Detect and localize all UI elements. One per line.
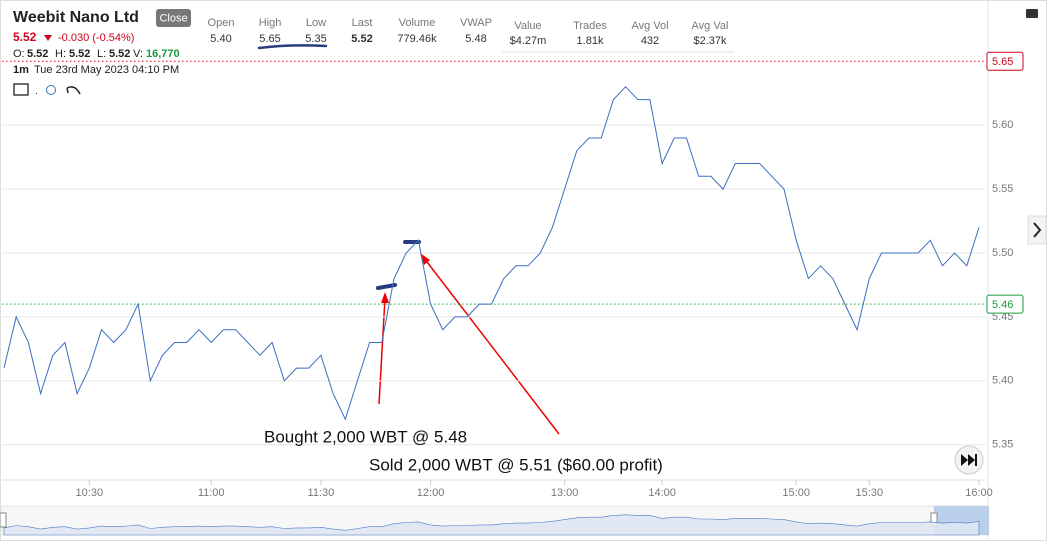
x-tick-label: 12:00 — [417, 487, 445, 499]
forward-bar — [975, 454, 977, 466]
stat-label: Low — [306, 17, 326, 29]
y-tick-label: 5.35 — [992, 439, 1013, 451]
stat-label: Value — [514, 20, 541, 32]
ohlc-value: 5.52 — [27, 48, 48, 60]
stat-value: 432 — [641, 35, 659, 47]
y-tick-label: 5.60 — [992, 119, 1013, 131]
undo-icon[interactable] — [66, 86, 81, 95]
sell-arrow-head — [420, 253, 430, 265]
x-tick-label: 16:00 — [965, 487, 993, 499]
navigator-area — [3, 514, 980, 536]
x-tick-label: 15:00 — [782, 487, 810, 499]
separator: . — [35, 85, 38, 97]
hand-underline — [257, 44, 328, 50]
stat-value: 779.46k — [397, 33, 437, 45]
ohlc-value: 5.52 — [109, 48, 130, 60]
portfolio-icon[interactable] — [1026, 9, 1038, 18]
x-tick-label: 14:00 — [648, 487, 676, 499]
stat-value: $4.27m — [510, 35, 547, 47]
close-button[interactable] — [156, 9, 191, 27]
stat-label: VWAP — [460, 17, 492, 29]
x-tick-label: 15:30 — [856, 487, 884, 499]
stat-label: Volume — [399, 17, 436, 29]
x-tick-label: 10:30 — [76, 487, 104, 499]
sell-arrow — [423, 257, 560, 435]
annotation: Bought 2,000 WBT @ 5.48 — [264, 427, 467, 446]
stat-value: 5.35 — [305, 33, 326, 45]
forward-icon — [961, 454, 975, 466]
stat-label: Open — [208, 17, 235, 29]
trade-marks — [376, 240, 560, 435]
change: -0.030 (-0.54%) — [58, 32, 134, 44]
stat-label: Last — [352, 17, 373, 29]
x-tick-label: 11:30 — [308, 487, 335, 499]
down-arrow — [44, 35, 52, 41]
price-badge-label: 5.65 — [992, 56, 1013, 68]
ohlc-value: 5.52 — [69, 48, 90, 60]
ohlc-label: L: — [97, 48, 106, 60]
price: 5.52 — [13, 30, 37, 44]
datetime: Tue 23rd May 2023 04:10 PM — [34, 64, 179, 76]
stat-value: $2.37k — [693, 35, 727, 47]
stat-value: 5.40 — [210, 33, 231, 45]
expand-button[interactable] — [1027, 215, 1047, 245]
price-badge — [986, 294, 1024, 314]
buy-arrow-head — [381, 292, 389, 303]
price-badge-label: 5.46 — [992, 299, 1013, 311]
title: Weebit Nano Ltd — [13, 9, 139, 26]
expand-arrow — [1033, 222, 1042, 238]
y-tick-label: 5.40 — [992, 375, 1013, 387]
y-tick-label: 5.50 — [992, 247, 1013, 259]
ohlc-label: O: — [13, 48, 25, 60]
header: Weebit Nano Ltd Close 5.52 -0.030 (-0.54… — [13, 9, 734, 97]
navigator-handle[interactable] — [0, 512, 7, 528]
x-tick-label: 11:00 — [198, 487, 225, 499]
stat-value: 5.48 — [465, 33, 486, 45]
ohlc-value: 16,770 — [146, 48, 180, 60]
y-tick-label: 5.45 — [992, 311, 1013, 323]
stat-label: Trades — [573, 20, 607, 32]
stat-value: 1.81k — [577, 35, 604, 47]
close-button-label[interactable]: Close — [159, 12, 187, 24]
stat-value: 5.52 — [351, 33, 372, 45]
buy-arrow — [378, 297, 386, 405]
stat-label: Avg Vol — [631, 20, 668, 32]
x-tick-label: 13:00 — [551, 487, 579, 499]
price-badge — [986, 51, 1024, 71]
ohlc-label: V: — [133, 48, 143, 60]
price-line-series — [3, 86, 980, 421]
interval: 1m — [13, 64, 29, 76]
ohlc-label: H: — [55, 48, 66, 60]
stat-label: High — [259, 17, 282, 29]
toolbar: . — [13, 83, 81, 97]
info-icon[interactable] — [46, 85, 56, 95]
stat-value: 5.65 — [259, 33, 280, 45]
stat-label: Avg Val — [692, 20, 729, 32]
annotation: Sold 2,000 WBT @ 5.51 ($60.00 profit) — [369, 455, 663, 474]
right-icons — [954, 9, 1047, 475]
buy-marker — [376, 283, 397, 290]
save-icon[interactable] — [13, 83, 29, 96]
y-tick-label: 5.55 — [992, 183, 1013, 195]
